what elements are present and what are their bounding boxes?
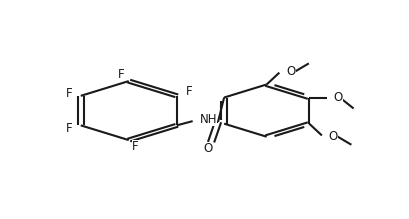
- Text: F: F: [65, 122, 72, 135]
- Text: F: F: [65, 87, 72, 101]
- Text: O: O: [286, 65, 296, 78]
- Text: NH: NH: [200, 113, 218, 126]
- Text: F: F: [186, 85, 192, 98]
- Text: O: O: [203, 142, 213, 155]
- Text: O: O: [329, 130, 338, 143]
- Text: F: F: [132, 140, 138, 153]
- Text: O: O: [334, 91, 343, 104]
- Text: F: F: [117, 68, 124, 81]
